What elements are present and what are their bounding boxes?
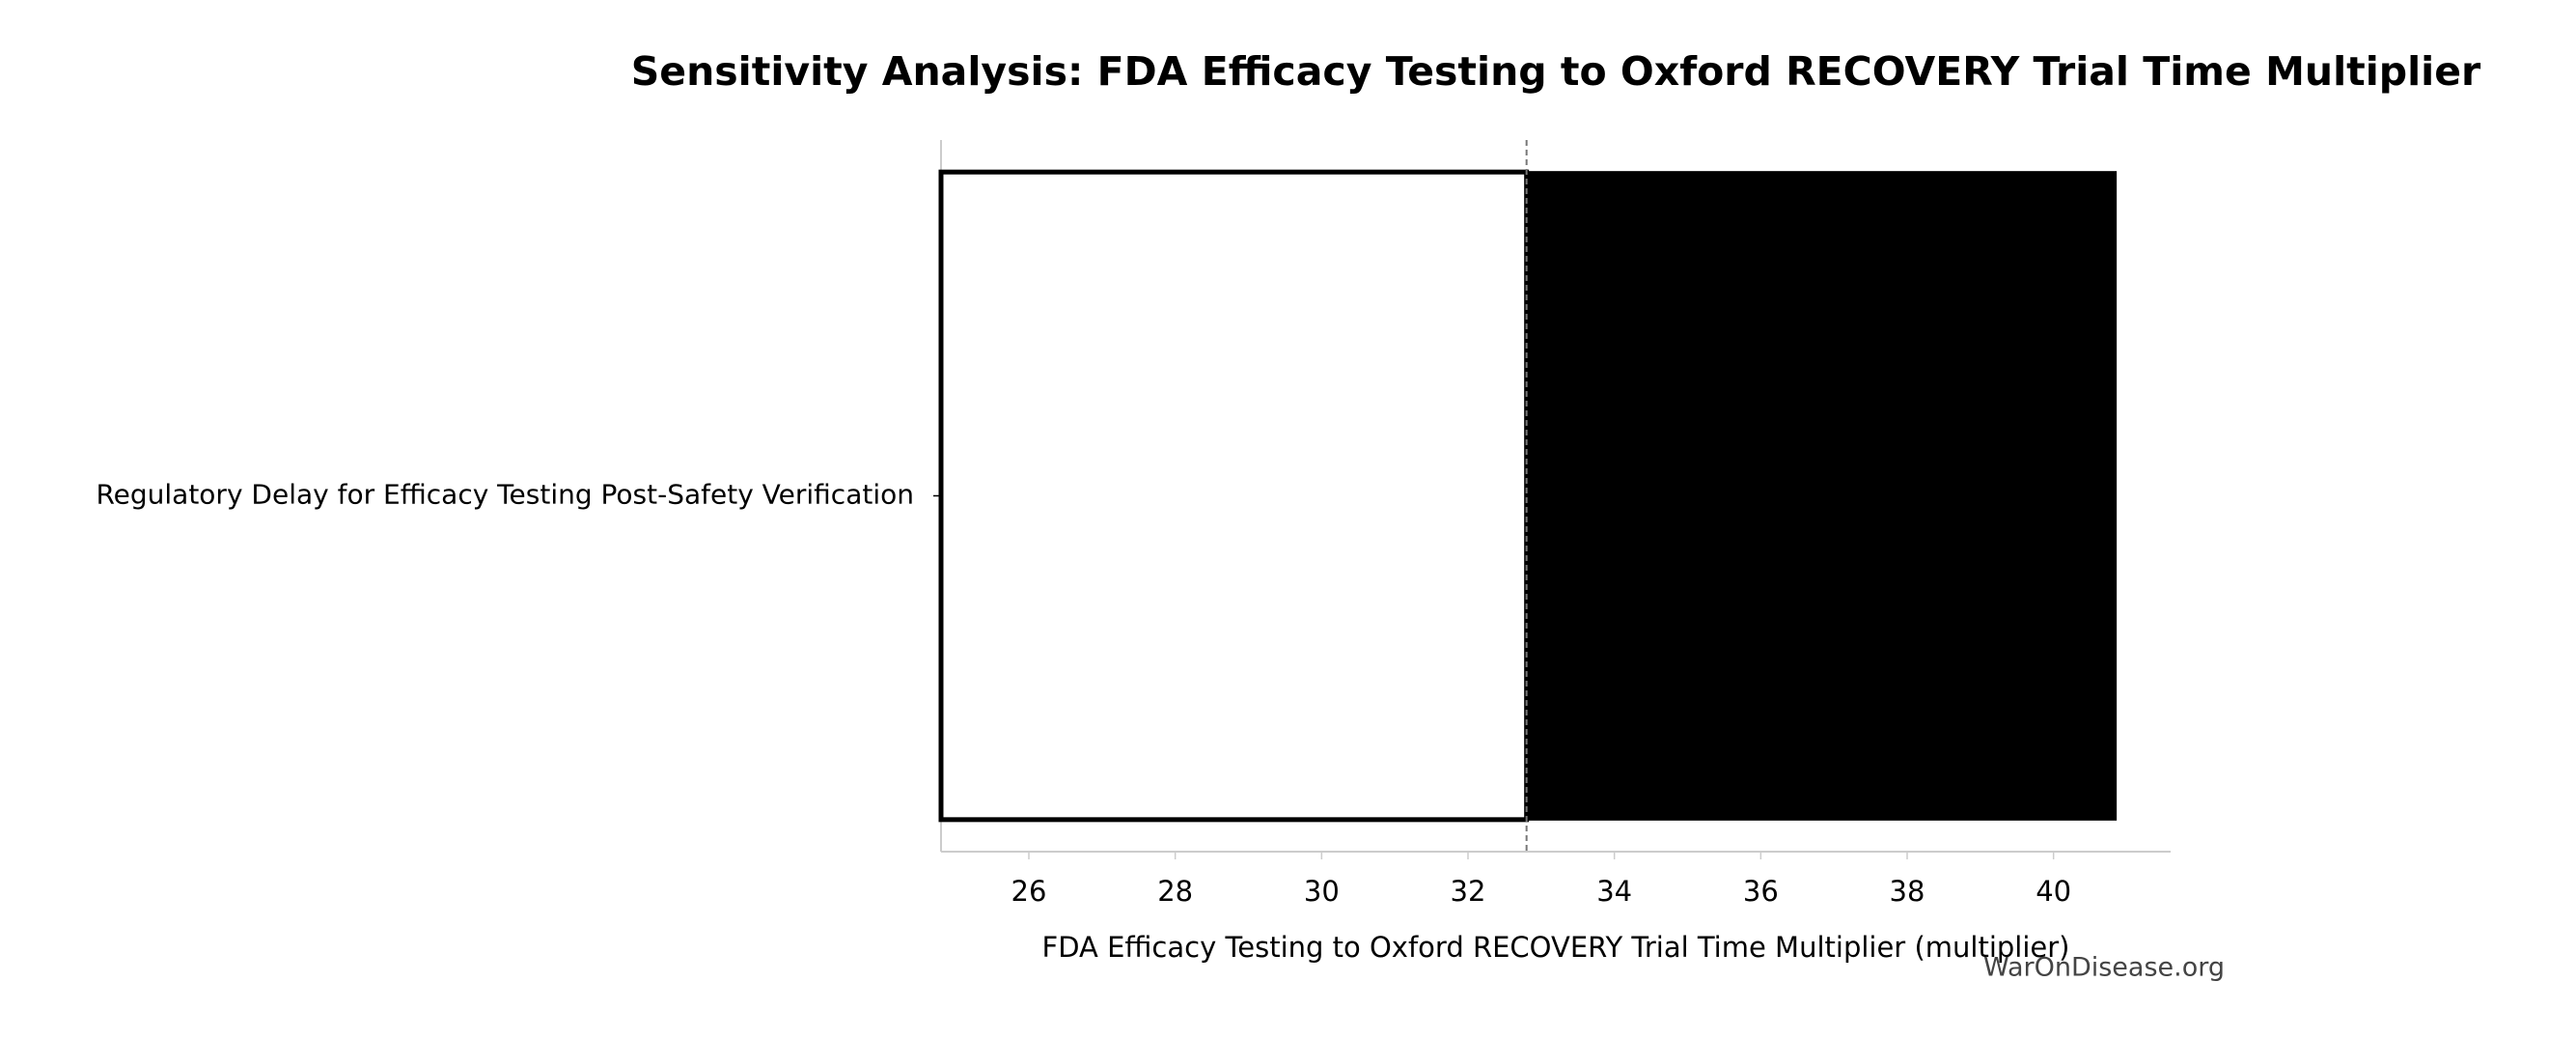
y-tick-label: Regulatory Delay for Efficacy Testing Po… xyxy=(96,479,914,511)
chart-title: Sensitivity Analysis: FDA Efficacy Testi… xyxy=(631,48,2481,95)
x-tick-label: 30 xyxy=(1304,875,1340,908)
x-axis-label: FDA Efficacy Testing to Oxford RECOVERY … xyxy=(1042,931,2070,964)
high-bar xyxy=(1525,171,2118,821)
x-tick-label: 38 xyxy=(1890,875,1925,908)
x-tick-label: 26 xyxy=(1011,875,1047,908)
x-tick-label: 34 xyxy=(1596,875,1632,908)
watermark: WarOnDisease.org xyxy=(1983,953,2225,983)
low-bar xyxy=(938,169,1530,823)
x-tick-label: 40 xyxy=(2036,875,2071,908)
x-tick-label: 36 xyxy=(1743,875,1779,908)
x-tick-label: 32 xyxy=(1451,875,1486,908)
x-tick-label: 28 xyxy=(1157,875,1193,908)
